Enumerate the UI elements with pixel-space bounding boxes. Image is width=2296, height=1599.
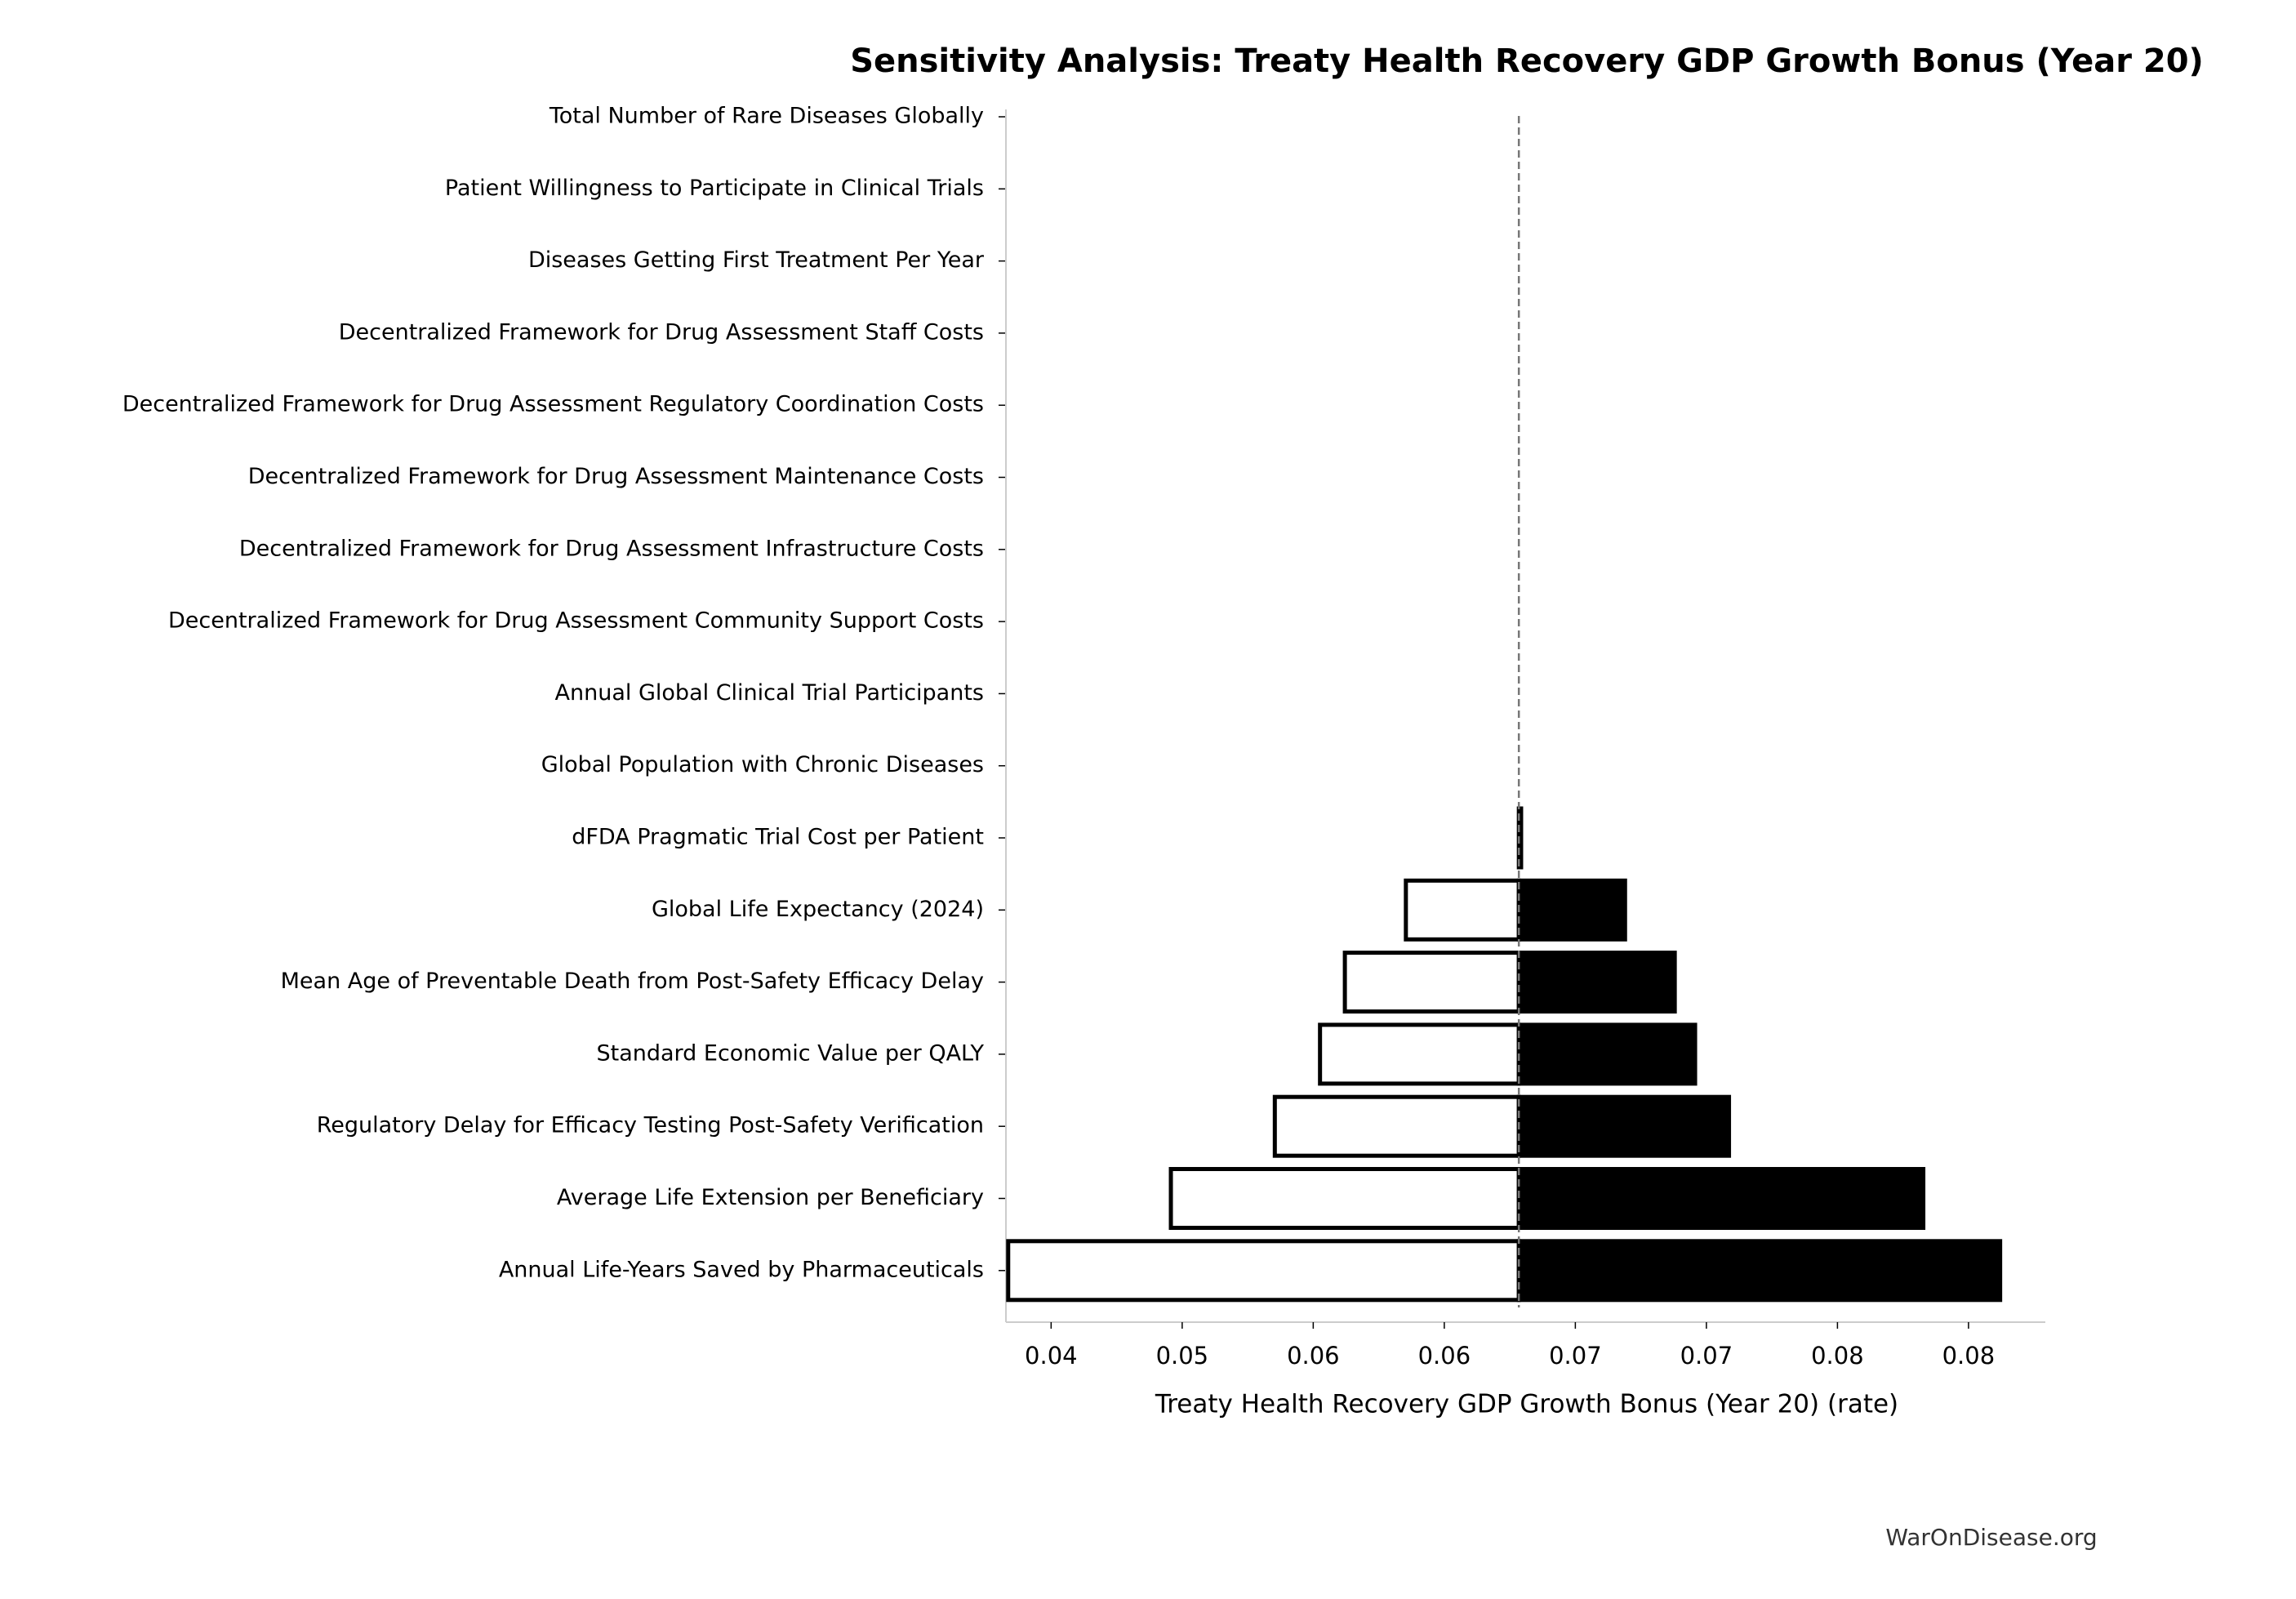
x-tick-label: 0.06 [1418,1342,1471,1370]
y-tick-label: dFDA Pragmatic Trial Cost per Patient [572,825,984,850]
x-tick-label: 0.08 [1942,1342,1996,1370]
x-tick-label: 0.04 [1025,1342,1078,1370]
x-tick-label: 0.08 [1811,1342,1864,1370]
x-tick-label: 0.07 [1549,1342,1602,1370]
chart-title: Sensitivity Analysis: Treaty Health Reco… [850,42,2204,80]
y-tick-label: Decentralized Framework for Drug Assessm… [239,536,984,561]
high-bar [1516,1167,1926,1230]
y-tick-label: Total Number of Rare Diseases Globally [549,104,984,129]
y-tick-label: Global Life Expectancy (2024) [652,897,984,922]
y-tick-label: Annual Life-Years Saved by Pharmaceutica… [499,1257,984,1282]
y-tick-label: Global Population with Chronic Diseases [541,752,984,777]
x-tick-label: 0.07 [1680,1342,1733,1370]
footer: WarOnDisease.org [1885,1524,2097,1551]
y-tick-label: Annual Global Clinical Trial Participant… [555,680,984,706]
x-tick-label: 0.06 [1287,1342,1340,1370]
low-bar [1342,951,1521,1014]
y-tick-label: Decentralized Framework for Drug Assessm… [248,464,984,489]
low-bar [1006,1239,1521,1303]
y-tick-label: Mean Age of Preventable Death from Post-… [281,969,984,994]
high-bar [1516,1239,2003,1303]
y-tick-label: Regulatory Delay for Efficacy Testing Po… [317,1113,984,1138]
high-bar [1516,1094,1732,1158]
y-tick-label: Decentralized Framework for Drug Assessm… [339,319,984,345]
y-tick-label: Diseases Getting First Treatment Per Yea… [528,247,985,273]
y-tick-label: Decentralized Framework for Drug Assessm… [122,392,984,417]
x-tick-label: 0.05 [1156,1342,1209,1370]
high-bar [1516,1022,1698,1086]
low-bar [1404,878,1521,942]
y-tick-label: Patient Willingness to Participate in Cl… [445,176,984,201]
high-bar [1516,878,1627,942]
high-bar [1516,951,1677,1014]
low-bar [1318,1022,1521,1086]
y-tick-label: Average Life Extension per Beneficiary [557,1185,984,1210]
y-tick-label: Decentralized Framework for Drug Assessm… [168,608,984,634]
x-axis-label: Treaty Health Recovery GDP Growth Bonus … [1155,1390,1898,1419]
low-bar [1272,1094,1521,1158]
y-tick-label: Standard Economic Value per QALY [596,1040,984,1066]
low-bar [1168,1167,1521,1230]
